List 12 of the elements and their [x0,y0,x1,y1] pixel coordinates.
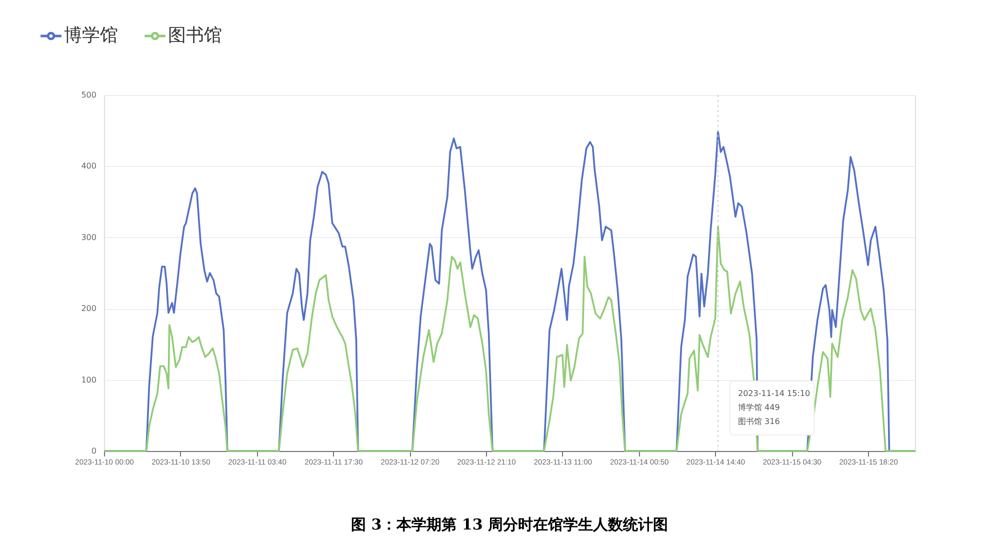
legend-label: 图书馆 [168,25,222,46]
y-tick-label: 300 [81,232,96,242]
annotation: 2023-11-14 15:10 [738,389,810,398]
y-tick-label: 400 [81,162,96,171]
y-tick-label: 100 [81,375,96,384]
legend-label: 博学馆 [64,25,118,46]
y-tick-label: 0 [91,446,96,456]
annotation: 图书馆 316 [738,417,780,426]
text: 图 3：本学期第 13 周分时在馆学生人数统计图 [351,516,668,534]
y-tick-label: 500 [81,90,96,100]
y-tick-label: 200 [81,304,96,314]
annotation: 博学馆 449 [738,403,780,412]
